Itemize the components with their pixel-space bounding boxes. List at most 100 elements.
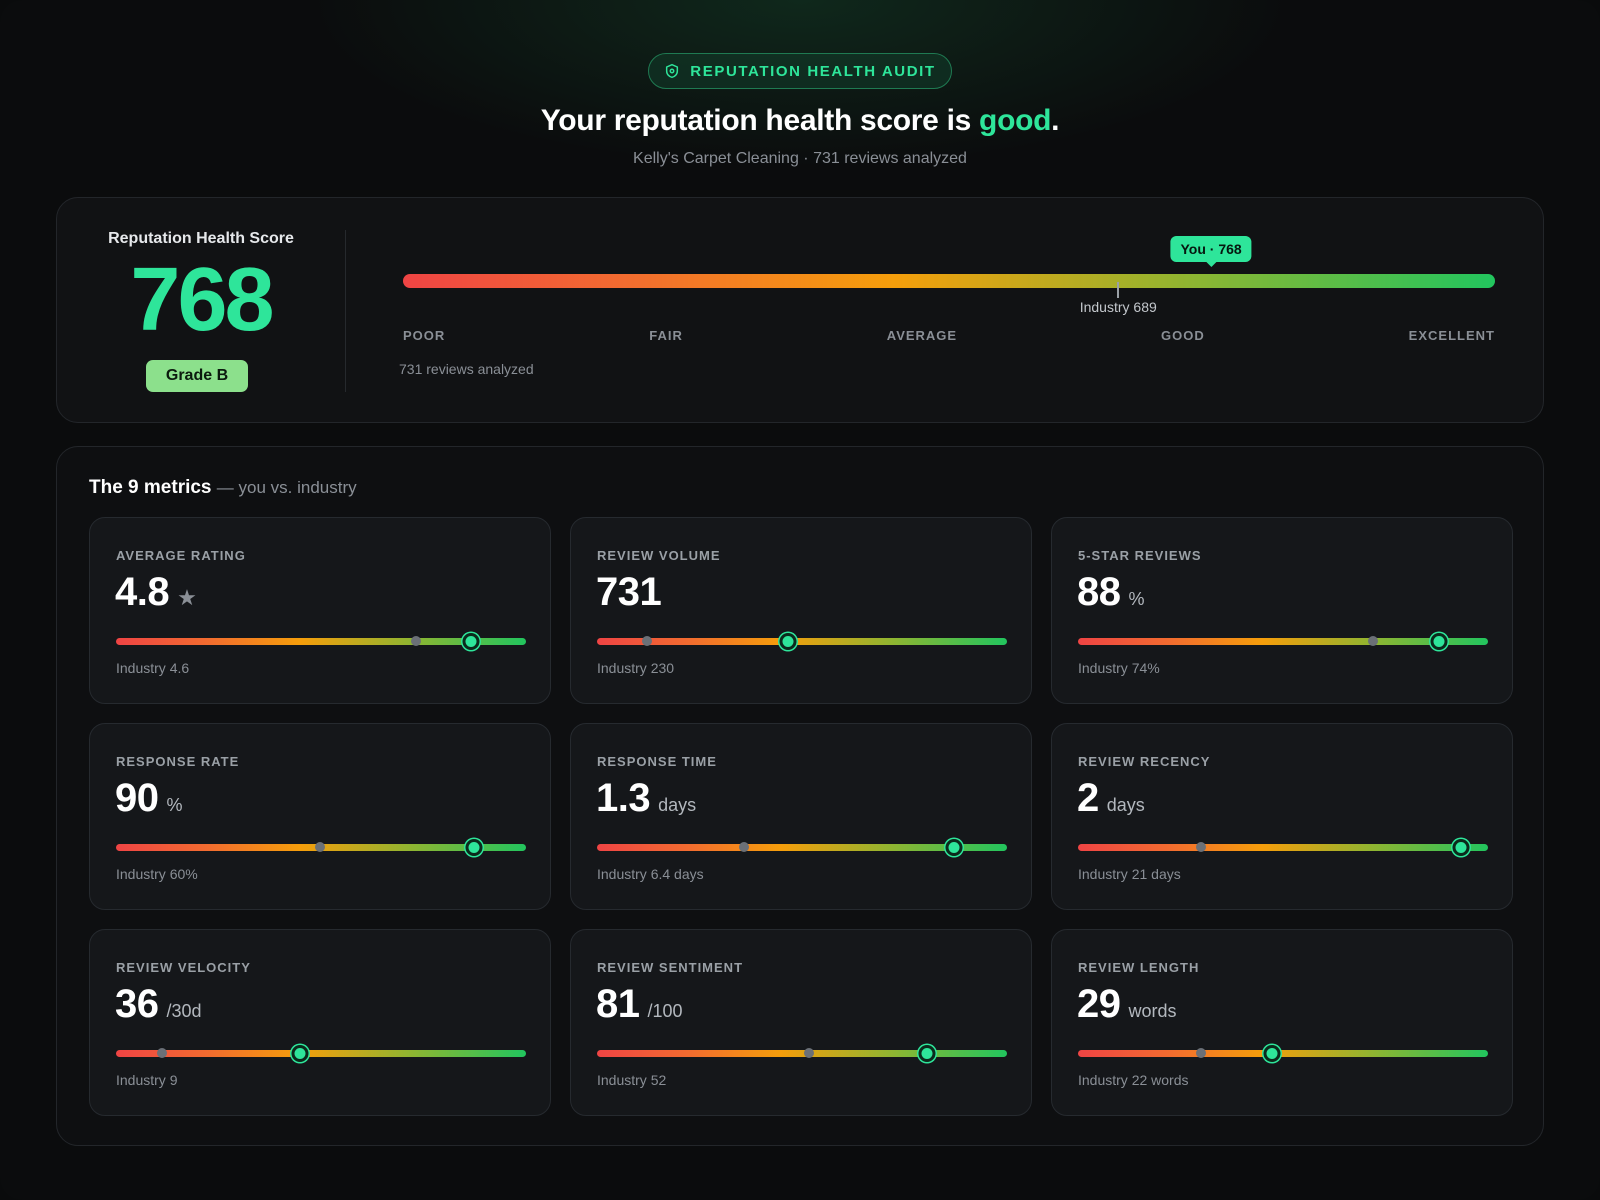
industry-score-tick [1117,282,1120,298]
metric-value-row: 90% [115,776,183,821]
you-marker [918,1045,936,1062]
metric-gradient-bar [597,633,1007,650]
metric-card-review-length: REVIEW LENGTH 29 words Industry 22 words [1051,929,1513,1116]
metric-industry-value: Industry 60% [116,866,198,882]
metrics-title: The 9 metrics — you vs. industry [89,477,357,499]
metric-industry-value: Industry 4.6 [116,660,190,676]
score-divider [345,230,346,392]
metric-unit: % [166,795,183,815]
metric-value-row: 2 days [1077,776,1145,821]
metric-value: 4.8 [115,570,170,614]
page-title: Your reputation health score is good. [0,104,1600,138]
tier-label-average: AVERAGE [886,328,958,343]
industry-marker [156,1048,167,1058]
industry-marker [1196,842,1206,852]
metric-value: 731 [596,570,662,614]
you-marker [779,633,797,650]
industry-marker [410,636,421,646]
metric-card-average-rating: AVERAGE RATING 4.8 ★ Industry 4.6 [89,517,551,704]
metric-gradient-bar [116,839,526,856]
metric-value-row: 4.8 ★ [115,570,197,615]
metric-value: 1.3 [596,776,651,820]
you-marker [465,839,483,856]
metric-value: 36 [115,982,159,1026]
headline-suffix: . [1051,104,1060,137]
tier-label-fair: FAIR [649,328,683,343]
metric-card-review-velocity: REVIEW VELOCITY 36/30d Industry 9 [89,929,551,1116]
metric-industry-value: Industry 230 [597,660,675,676]
tier-label-excellent: EXCELLENT [1408,328,1495,343]
metric-card-response-rate: RESPONSE RATE 90% Industry 60% [89,723,551,910]
audit-badge-label: REPUTATION HEALTH AUDIT [690,62,936,80]
metric-label: REVIEW VELOCITY [116,960,251,975]
metric-gradient-bar [1078,633,1488,650]
metric-label: RESPONSE TIME [597,754,717,769]
metric-card-response-time: RESPONSE TIME 1.3 days Industry 6.4 days [570,723,1032,910]
reviews-analyzed-note: 731 reviews analyzed [399,361,534,377]
audit-badge: REPUTATION HEALTH AUDIT [648,53,952,89]
metric-industry-value: Industry 22 words [1078,1072,1189,1088]
metric-industry-value: Industry 21 days [1078,866,1181,882]
metric-label: 5-STAR REVIEWS [1078,548,1202,563]
metric-gradient-bar [597,1045,1007,1062]
you-marker [291,1045,309,1062]
metric-value-row: 29 words [1077,982,1177,1027]
tier-label-poor: POOR [403,328,446,343]
metric-gradient-bar [1078,1045,1488,1062]
shield-icon [666,63,679,79]
metric-unit: days [1106,795,1145,815]
metric-value-row: 81/100 [596,982,683,1027]
metrics-title-sub: — you vs. industry [216,478,357,497]
metric-industry-value: Industry 9 [116,1072,178,1088]
metric-gradient-bar [597,839,1007,856]
metric-label: REVIEW VOLUME [597,548,721,563]
you-marker [462,633,480,650]
metric-value: 90 [115,776,159,820]
metric-value-row: 88% [1077,570,1145,615]
industry-marker [314,842,325,852]
metric-value-row: 36/30d [115,982,202,1027]
metric-gradient-bar [116,1045,526,1062]
metric-unit: /30d [166,1001,202,1021]
you-marker [1452,839,1470,856]
metric-unit: words [1128,1001,1177,1021]
score-gradient-bar [403,274,1495,288]
industry-score-label: Industry 689 [1079,299,1157,315]
metric-value: 29 [1077,982,1121,1026]
score-label: Reputation Health Score [108,230,294,247]
metric-unit: % [1128,589,1145,609]
metrics-title-main: The 9 metrics [89,477,212,498]
metric-value-row: 1.3 days [596,776,696,821]
metric-value: 2 [1077,776,1099,820]
you-marker [1263,1045,1281,1062]
industry-marker [804,1048,815,1058]
metric-label: REVIEW LENGTH [1078,960,1200,975]
metric-label: REVIEW SENTIMENT [597,960,744,975]
industry-marker [1196,1048,1206,1058]
headline-prefix: Your reputation health score is [540,104,980,137]
industry-marker [642,636,653,646]
page-subtitle: Kelly's Carpet Cleaning · 731 reviews an… [633,150,967,167]
tier-labels: POOR FAIR AVERAGE GOOD EXCELLENT [403,328,1495,343]
metric-value: 88 [1077,570,1121,614]
industry-marker [1368,636,1379,646]
metric-value: 81 [596,982,640,1026]
metric-industry-value: Industry 52 [597,1072,667,1088]
metric-industry-value: Industry 6.4 days [597,866,704,882]
metric-card-5-star-reviews: 5-STAR REVIEWS 88% Industry 74% [1051,517,1513,704]
metric-gradient-bar [116,633,526,650]
metric-label: AVERAGE RATING [116,548,246,563]
metric-industry-value: Industry 74% [1078,660,1160,676]
industry-marker [738,842,749,852]
grade-badge: Grade B [146,360,248,392]
metric-label: REVIEW RECENCY [1078,754,1211,769]
metric-card-review-recency: REVIEW RECENCY 2 days Industry 21 days [1051,723,1513,910]
metric-card-review-sentiment: REVIEW SENTIMENT 81/100 Industry 52 [570,929,1032,1116]
metric-label: RESPONSE RATE [116,754,240,769]
metric-gradient-bar [1078,839,1488,856]
metric-unit: days [658,795,697,815]
score-card: Reputation Health Score 768 Grade B You … [56,197,1544,423]
metric-card-review-volume: REVIEW VOLUME 731 Industry 230 [570,517,1032,704]
score-value: 768 [130,250,274,350]
